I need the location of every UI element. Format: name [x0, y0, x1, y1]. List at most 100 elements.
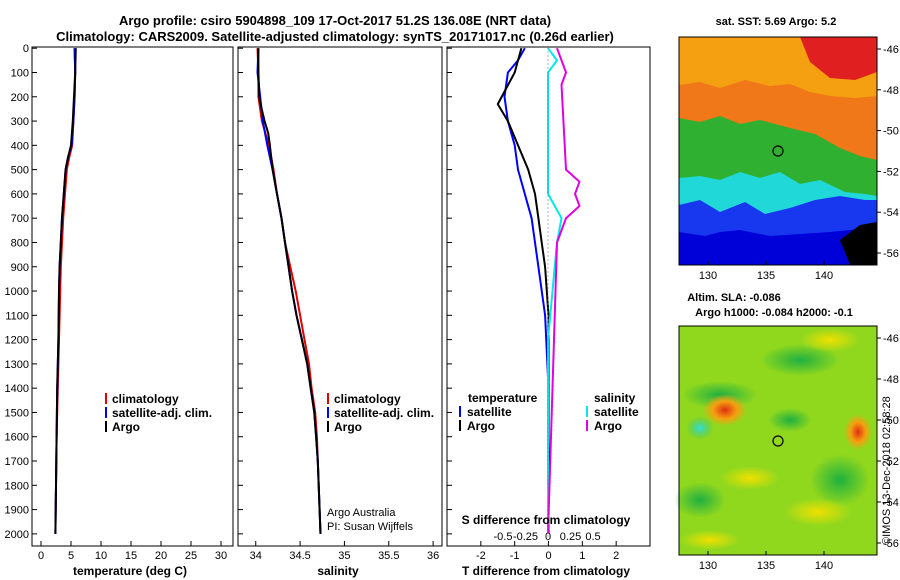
legend-label: climatology [334, 392, 401, 406]
sla-blob [760, 344, 840, 376]
x-tick-label: 35 [338, 550, 350, 562]
salinity-panel [237, 46, 443, 547]
y-tick-label: 1000 [5, 286, 29, 298]
legend-label: climatology [112, 392, 179, 406]
series-line-argo [257, 48, 322, 534]
map-y-tick-label: -54 [883, 497, 899, 509]
map-y-tick-label: -54 [883, 207, 899, 219]
sla-map [674, 325, 878, 556]
sst-red-patch [800, 37, 877, 80]
series-line-s-argo [547, 47, 581, 534]
map-x-tick-label: 135 [757, 560, 775, 572]
sla-blob [768, 408, 812, 432]
y-tick-label: 1900 [5, 505, 29, 517]
y-tick-label: 2000 [5, 529, 29, 541]
x-tick-label: 1 [579, 550, 585, 562]
map-y-tick-label: -46 [883, 44, 899, 56]
x-tick-label: 36 [427, 550, 439, 562]
argo-position-marker [772, 145, 784, 157]
sla-high-eddy [844, 414, 872, 450]
imos-credit: ©IMOS 13-Dec-2018 02:58:28 [881, 396, 893, 545]
chart-subtitle: Climatology: CARS2009. Satellite-adjuste… [56, 29, 614, 44]
sst-map-title: sat. SST: 5.69 Argo: 5.2 [716, 16, 837, 28]
map-x-tick-label: 130 [699, 270, 717, 282]
salinity-x-label: salinity [317, 564, 359, 578]
y-tick-label: 100 [11, 67, 29, 79]
map-y-tick-label: -50 [883, 415, 899, 427]
salinity-legend: climatology satellite-adj. clim. Argo Ar… [327, 392, 434, 533]
y-tick-label: 400 [11, 140, 29, 152]
sla-yellow-patch [784, 498, 852, 526]
x-tick-label: 10 [95, 550, 107, 562]
map-x-tick-label: 140 [815, 560, 833, 572]
y-tick-label: 1500 [5, 407, 29, 419]
temperature-legend: climatology satellite-adj. clim. Argo [105, 392, 212, 434]
legend-label: Argo [112, 420, 140, 434]
x-tick-label: 34.5 [289, 550, 310, 562]
series-line-s-satellite [547, 47, 563, 534]
sla-yellow-patch [680, 530, 740, 550]
x-tick-label: 15 [125, 550, 137, 562]
y-tick-label: 300 [11, 116, 29, 128]
temperature-panel [31, 46, 234, 547]
map-x-tick-label: 140 [815, 270, 833, 282]
sst-map-ticks: 130 135 140 -46 -48 -50 -52 -54 -56 [699, 44, 899, 282]
x-tick-label: -2 [476, 550, 486, 562]
y-tick-label: 1300 [5, 359, 29, 371]
map-y-tick-label: -46 [883, 333, 899, 345]
difference-lines [496, 47, 581, 534]
x-tick-label: 0 [545, 550, 551, 562]
map-y-tick-label: -48 [883, 374, 899, 386]
s-tick-label: -0.5 [494, 531, 513, 543]
s-tick-label: 0.25 [560, 531, 581, 543]
sla-high-eddy [703, 394, 747, 426]
y-tick-label: 1600 [5, 432, 29, 444]
sla-yellow-patch [800, 328, 860, 352]
map-x-tick-label: 135 [757, 270, 775, 282]
sst-map [678, 36, 878, 266]
x-tick-label: 0 [38, 550, 44, 562]
sla-yellow-patch [720, 466, 780, 490]
legend-label: satellite-adj. clim. [112, 406, 212, 420]
y-tick-label: 1800 [5, 480, 29, 492]
x-tick-label: 20 [155, 550, 167, 562]
temperature-x-ticks: 0 5 10 15 20 25 30 [38, 541, 227, 562]
x-tick-label: 30 [215, 550, 227, 562]
s-tick-label: -0.25 [513, 531, 538, 543]
series-line-argo [54, 48, 77, 534]
y-tick-label: 1200 [5, 335, 29, 347]
s-tick-label: 0.5 [585, 531, 600, 543]
sla-map-ticks: 130 135 140 -46 -48 -50 -52 -54 -56 [699, 333, 899, 572]
sla-map-title: Altim. SLA: -0.086 [687, 292, 781, 304]
x-tick-label: -1 [510, 550, 520, 562]
y-tick-label: 700 [11, 213, 29, 225]
difference-legend: temperature satellite Argo salinity sate… [459, 391, 639, 433]
sst-band-deep-blue [679, 228, 877, 265]
sla-blob [674, 482, 726, 518]
sla-blob [810, 454, 870, 506]
t-difference-x-label: T difference from climatology [462, 564, 630, 578]
x-tick-label: 25 [185, 550, 197, 562]
argo-position-marker [772, 435, 784, 447]
legend-title-temperature: temperature [468, 391, 538, 405]
sla-map-frame [678, 325, 878, 556]
sst-dark-patch [840, 222, 877, 265]
y-tick-label: 1700 [5, 456, 29, 468]
legend-title-salinity: salinity [594, 391, 636, 405]
legend-label: Argo [467, 419, 495, 433]
legend-label: Argo [334, 420, 362, 434]
series-line-t-satellite [503, 47, 550, 534]
t-difference-x-ticks: -2 -1 0 1 2 [476, 541, 619, 562]
y-tick-label: 200 [11, 92, 29, 104]
x-tick-label: 5 [68, 550, 74, 562]
series-line-t-argo [496, 47, 550, 534]
legend-label: Argo [594, 419, 622, 433]
map-x-tick-label: 130 [699, 560, 717, 572]
credit-pi: PI: Susan Wijffels [327, 521, 413, 533]
temperature-x-label: temperature (deg C) [73, 564, 187, 578]
y-tick-label: 600 [11, 189, 29, 201]
salinity-lines [256, 48, 322, 534]
sla-low-eddy [686, 416, 714, 440]
map-y-tick-label: -52 [883, 456, 899, 468]
